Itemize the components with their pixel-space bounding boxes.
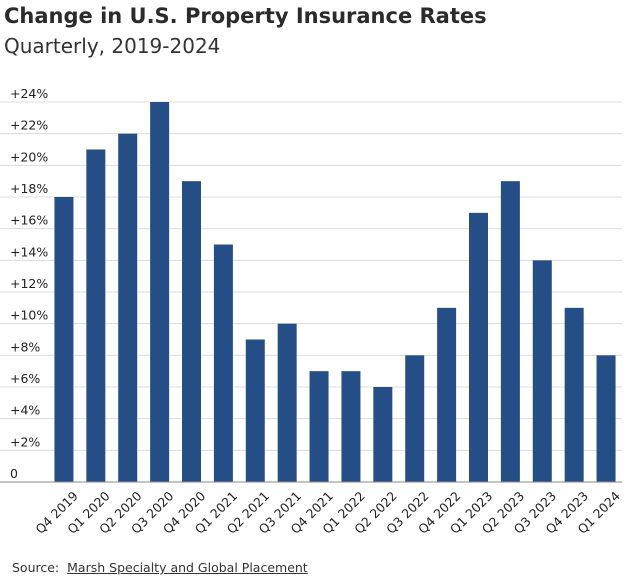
bar [341,371,361,482]
y-tick-label: +18% [10,181,48,196]
bar [437,307,457,482]
bars [54,102,616,483]
bar [118,133,138,482]
bar [182,181,201,482]
bar [469,212,488,483]
bar [150,102,170,482]
y-tick-label: +24% [10,86,48,101]
chart-subtitle: Quarterly, 2019-2024 [4,34,221,58]
bar [86,149,106,482]
bar [245,339,265,482]
source-link[interactable]: Marsh Specialty and Global Placement [67,560,308,575]
bar [373,387,393,482]
bar [532,260,552,482]
y-tick-label: +12% [10,276,48,291]
bar [500,181,520,482]
bar [54,197,74,482]
y-tick-label: +20% [10,149,48,164]
bar [405,355,425,482]
y-tick-label: +2% [10,434,40,449]
source-label: Source: [12,560,60,575]
bar [596,355,616,482]
y-tick-label: +10% [10,308,48,323]
bar [309,371,329,482]
chart-title: Change in U.S. Property Insurance Rates [4,4,487,28]
y-tick-label: +8% [10,339,40,354]
y-tick-label: +16% [10,213,48,228]
bar [277,323,297,482]
bar [564,307,584,482]
y-axis-tick-labels: 0 +2% +4% +6% +8% +10% +12% +14% +16% +18% +20% +22… [10,86,48,481]
y-tick-label: +22% [10,118,48,133]
y-tick-label: +4% [10,403,40,418]
source-note: Source: Marsh Specialty and Global Place… [12,560,308,575]
bar [213,244,233,482]
y-tick-label: +6% [10,371,40,386]
y-tick-label: 0 [10,466,18,481]
y-tick-label: +14% [10,244,48,259]
